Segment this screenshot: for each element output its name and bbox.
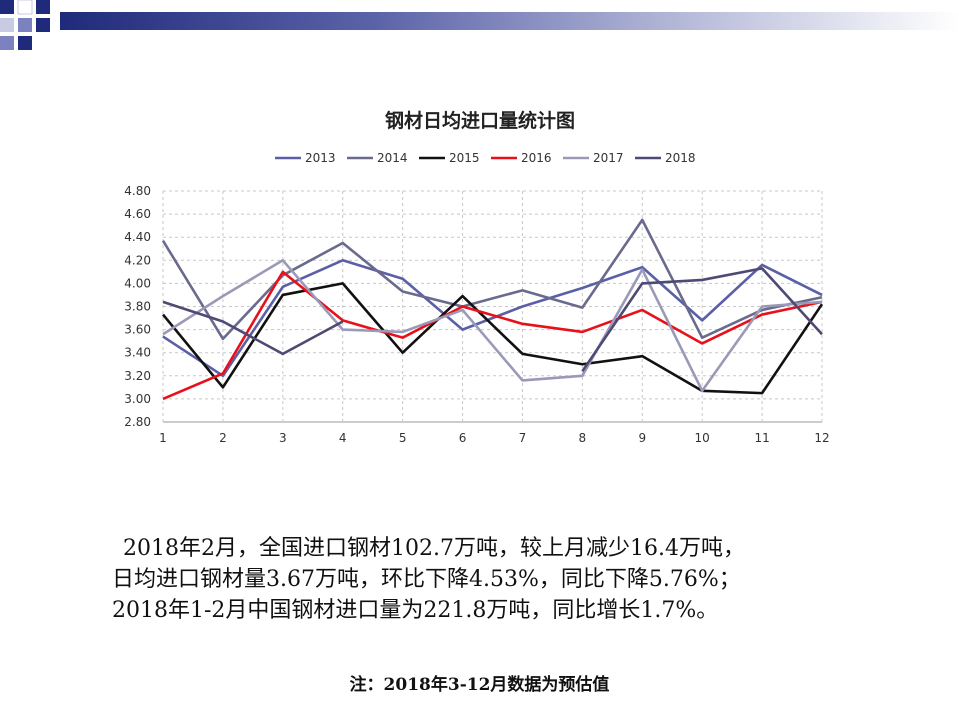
summary-line-3: 2018年1-2月中国钢材进口量为221.8万吨，同比增长1.7%。	[112, 598, 719, 623]
chart-title: 钢材日均进口量统计图	[385, 109, 575, 132]
y-tick-label: 2.80	[124, 415, 151, 429]
legend-label: 2014	[377, 151, 408, 165]
y-tick-label: 4.60	[124, 207, 151, 221]
x-tick-label: 3	[279, 431, 287, 445]
series-line-2014	[161, 218, 823, 341]
legend-item-2018: 2018	[635, 151, 696, 165]
y-tick-label: 3.80	[124, 300, 151, 314]
summary-paragraph: 2018年2月，全国进口钢材102.7万吨，较上月减少16.4万吨， 日均进口钢…	[112, 533, 872, 626]
legend-item-2013: 2013	[275, 151, 336, 165]
summary-line-1: 2018年2月，全国进口钢材102.7万吨，较上月减少16.4万吨，	[123, 536, 745, 561]
series-line-2017	[162, 258, 823, 393]
chart-grid	[162, 190, 823, 423]
series-line-2018	[581, 267, 823, 372]
corner-decoration	[0, 0, 50, 50]
series-line-2018	[162, 300, 344, 356]
x-axis: 1 2 3 4 5 6 7 8 9 10 11 12	[159, 431, 829, 445]
y-tick-label: 3.60	[124, 323, 151, 337]
y-tick-label: 4.80	[124, 184, 151, 198]
legend-item-2016: 2016	[491, 151, 552, 165]
x-tick-label: 8	[579, 431, 587, 445]
legend-label: 2015	[449, 151, 480, 165]
chart-series	[161, 218, 824, 401]
legend-item-2014: 2014	[347, 151, 408, 165]
legend-item-2015: 2015	[419, 151, 480, 165]
x-tick-label: 4	[339, 431, 347, 445]
x-tick-label: 2	[219, 431, 227, 445]
series-line-2013	[162, 258, 823, 378]
x-tick-label: 11	[754, 431, 769, 445]
chart-legend: 2013 2014 2015 2016 2017 2018	[275, 151, 696, 165]
series-line-2016	[162, 270, 823, 401]
header-bar	[60, 12, 959, 30]
footnote: 注：2018年3-12月数据为预估值	[349, 675, 610, 695]
legend-label: 2018	[665, 151, 696, 165]
y-axis: 2.80 3.00 3.20 3.40 3.60 3.80 4.00 4.20 4.40 4.60…	[124, 184, 151, 429]
y-tick-label: 4.40	[124, 230, 151, 244]
summary-line-2: 日均进口钢材量3.67万吨，环比下降4.53%，同比下降5.76%；	[112, 567, 741, 592]
x-tick-label: 5	[399, 431, 407, 445]
y-tick-label: 3.40	[124, 346, 151, 360]
x-tick-label: 10	[695, 431, 710, 445]
y-tick-label: 4.00	[124, 276, 151, 290]
x-tick-label: 7	[519, 431, 527, 445]
legend-label: 2016	[521, 151, 552, 165]
series-line-2015	[161, 282, 824, 395]
x-tick-label: 9	[638, 431, 646, 445]
x-tick-label: 6	[459, 431, 467, 445]
y-tick-label: 3.00	[124, 392, 151, 406]
legend-label: 2013	[305, 151, 336, 165]
y-tick-label: 4.20	[124, 253, 151, 267]
y-tick-label: 3.20	[124, 369, 151, 383]
legend-item-2017: 2017	[563, 151, 624, 165]
legend-label: 2017	[593, 151, 624, 165]
x-tick-label: 12	[814, 431, 829, 445]
x-tick-label: 1	[159, 431, 167, 445]
